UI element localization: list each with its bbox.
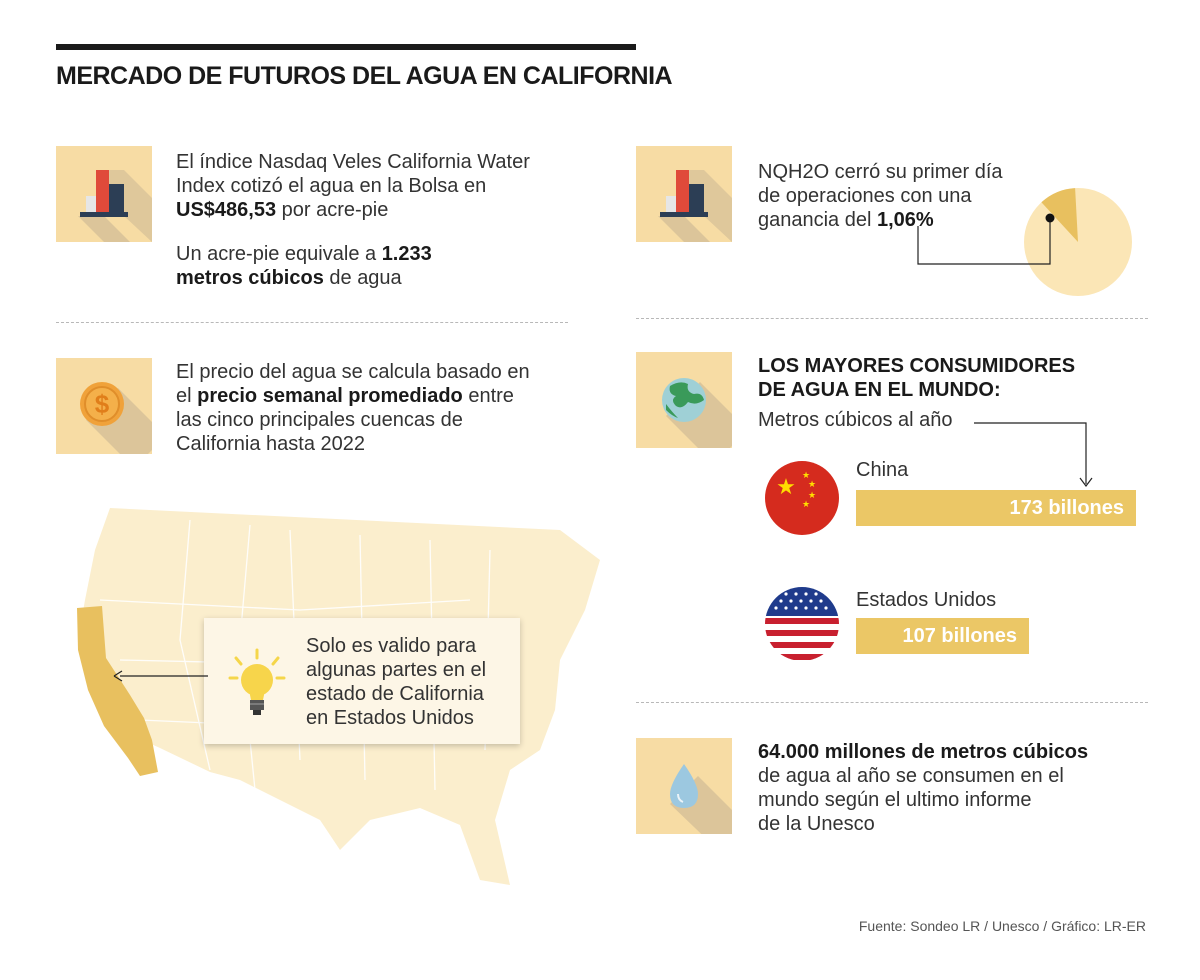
- bar-chart-tile-2: [636, 146, 732, 242]
- block2-line-4: California hasta 2022: [176, 433, 366, 455]
- divider-1: [56, 322, 568, 323]
- block2-prefix: el: [176, 385, 198, 407]
- block1-line-4: Un acre-pie equivale a 1.233: [176, 242, 530, 266]
- svg-text:★: ★: [808, 480, 816, 490]
- block1-line-3: US$486,53 por acre-pie: [176, 198, 530, 222]
- block4-text: 64.000 millones de metros cúbicos de agu…: [758, 740, 1088, 836]
- svg-text:★: ★: [802, 471, 810, 481]
- block2-line-1: El precio del agua se calcula basado en: [176, 361, 530, 383]
- block3-text: NQH2O cerró su primer día de operaciones…: [758, 160, 1003, 232]
- gain-text: ganancia del: [758, 209, 877, 231]
- title-rule: [56, 44, 636, 50]
- index-price: US$486,53: [176, 199, 277, 221]
- global-consumption: 64.000 millones de metros cúbicos: [758, 741, 1089, 763]
- price-suffix: por acre-pie: [276, 199, 389, 221]
- country-usa: Estados Unidos: [856, 589, 997, 611]
- globe-icon: [662, 378, 732, 448]
- gain-pie: [917, 188, 1132, 296]
- block3-line-2: de operaciones con una: [758, 185, 972, 207]
- consumers-heading-1: LOS MAYORES CONSUMIDORES: [758, 355, 1076, 377]
- bar-chart-icon: [658, 170, 732, 242]
- country-china: China: [856, 459, 909, 481]
- bar-chart-tile: [56, 146, 152, 242]
- weekly-price-text: precio semanal promediado: [197, 385, 463, 407]
- pie-leader-line: [917, 222, 1051, 265]
- callout-box: Solo es valido para algunas partes en el…: [204, 618, 520, 744]
- callout-arrow: [113, 670, 208, 682]
- acre-foot-text: Un acre-pie equivale a: [176, 243, 382, 265]
- source-credit: Fuente: Sondeo LR / Unesco / Gráfico: LR…: [858, 918, 1146, 934]
- consumers-subtitle: Metros cúbicos al año: [758, 409, 953, 431]
- block4-line-3: mundo según el ultimo informe: [758, 789, 1032, 811]
- california-shape: [77, 606, 158, 776]
- pie-slice-gain: [1041, 188, 1078, 242]
- callout-line-2: algunas partes en el: [306, 659, 487, 681]
- block1-line-1: El índice Nasdaq Veles California Water: [176, 151, 530, 173]
- gain-value: 1,06%: [876, 209, 934, 231]
- globe-tile: [636, 352, 732, 448]
- block2-line-3: las cinco principales cuencas de: [176, 409, 463, 431]
- svg-text:★: ★: [802, 500, 810, 510]
- divider-3: [636, 702, 1148, 703]
- block1-text: El índice Nasdaq Veles California Water …: [176, 150, 530, 290]
- consumption-bar-usa: 107 billones: [856, 618, 1029, 654]
- bar-chart-icon: [78, 170, 152, 242]
- water-drop-tile: [636, 738, 732, 834]
- divider-2: [636, 318, 1148, 319]
- block2-suffix: entre: [462, 385, 514, 407]
- water-drop-icon: [670, 764, 732, 834]
- svg-text:$: $: [95, 389, 110, 419]
- svg-text:★: ★: [776, 475, 796, 500]
- block4-line-4: de la Unesco: [758, 813, 875, 835]
- block2-text: El precio del agua se calcula basado en …: [176, 360, 530, 456]
- lightbulb-icon: [228, 648, 286, 715]
- block2-line-2: el precio semanal promediado entre: [176, 384, 530, 408]
- unit-suffix: de agua: [323, 267, 402, 289]
- callout-line-3: estado de California: [306, 683, 484, 705]
- consumers-heading: LOS MAYORES CONSUMIDORES DE AGUA EN EL M…: [758, 354, 1075, 402]
- block3-line-3: ganancia del 1,06%: [758, 208, 1003, 232]
- subtitle-arrow: [974, 422, 1093, 487]
- callout-line-4: en Estados Unidos: [306, 707, 474, 729]
- consumption-bar-china: 173 billones: [856, 490, 1136, 526]
- block4-line-2: de agua al año se consumen en el: [758, 765, 1064, 787]
- callout-text: Solo es valido para algunas partes en el…: [306, 634, 486, 730]
- dollar-coin-icon: $: [80, 382, 152, 454]
- page-title: MERCADO DE FUTUROS DEL AGUA EN CALIFORNI…: [56, 62, 673, 90]
- block1-line-5: metros cúbicos de agua: [176, 266, 530, 290]
- svg-text:★: ★: [808, 491, 816, 501]
- callout-line-1: Solo es valido para: [306, 635, 477, 657]
- pie-marker: [1045, 213, 1055, 223]
- china-flag-icon: ★ ★ ★ ★ ★: [765, 461, 839, 535]
- coin-tile: $: [56, 358, 152, 454]
- consumers-heading-2: DE AGUA EN EL MUNDO:: [758, 379, 1001, 401]
- block3-line-1: NQH2O cerró su primer día: [758, 161, 1003, 183]
- volume-unit: metros cúbicos: [176, 267, 324, 289]
- usa-flag-icon: [765, 587, 839, 661]
- block1-line-2: Index cotizó el agua en la Bolsa en: [176, 175, 487, 197]
- acre-foot-volume: 1.233: [381, 243, 432, 265]
